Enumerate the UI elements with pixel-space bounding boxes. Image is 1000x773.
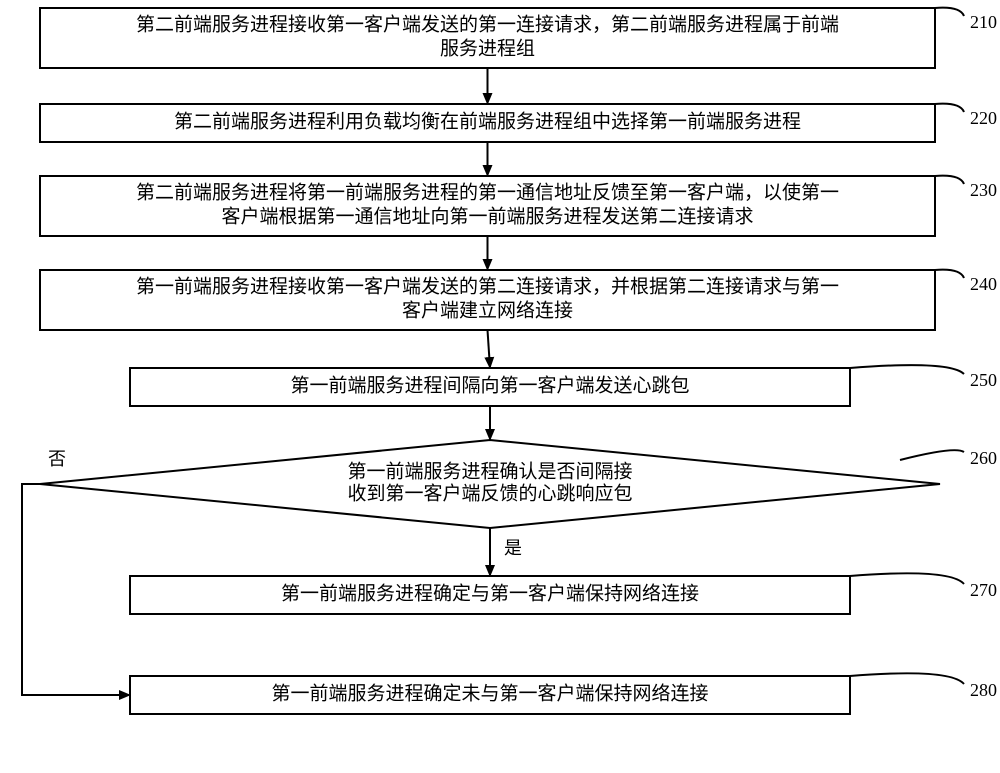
node-n260: 第一前端服务进程确认是否间隔接收到第一客户端反馈的心跳响应包 bbox=[40, 440, 940, 528]
node-text: 收到第一客户端反馈的心跳响应包 bbox=[347, 482, 632, 504]
callout-hook bbox=[850, 573, 964, 584]
flowchart-canvas: 第二前端服务进程接收第一客户端发送的第一连接请求，第二前端服务进程属于前端服务进… bbox=[0, 0, 1000, 773]
node-text: 第二前端服务进程将第一前端服务进程的第一通信地址反馈至第一客户端，以使第一 bbox=[136, 181, 839, 203]
node-n230: 第二前端服务进程将第一前端服务进程的第一通信地址反馈至第一客户端，以使第一客户端… bbox=[40, 176, 935, 236]
step-label-240: 240 bbox=[970, 274, 997, 294]
step-label-260: 260 bbox=[970, 448, 997, 468]
node-text: 第二前端服务进程接收第一客户端发送的第一连接请求，第二前端服务进程属于前端 bbox=[136, 13, 839, 35]
callout-hook bbox=[850, 365, 964, 374]
node-text: 第一前端服务进程接收第一客户端发送的第二连接请求，并根据第二连接请求与第一 bbox=[136, 275, 839, 297]
node-text: 客户端根据第一通信地址向第一前端服务进程发送第二连接请求 bbox=[221, 205, 753, 227]
edge-label: 是 bbox=[504, 538, 522, 558]
step-label-280: 280 bbox=[970, 680, 997, 700]
step-label-220: 220 bbox=[970, 108, 997, 128]
step-label-250: 250 bbox=[970, 370, 997, 390]
callout-hook bbox=[935, 104, 964, 112]
step-label-230: 230 bbox=[970, 180, 997, 200]
node-n250: 第一前端服务进程间隔向第一客户端发送心跳包 bbox=[130, 368, 850, 406]
node-text: 客户端建立网络连接 bbox=[402, 299, 573, 321]
node-text: 第一前端服务进程确定与第一客户端保持网络连接 bbox=[281, 582, 699, 604]
node-text: 第一前端服务进程间隔向第一客户端发送心跳包 bbox=[290, 374, 689, 396]
node-n210: 第二前端服务进程接收第一客户端发送的第一连接请求，第二前端服务进程属于前端服务进… bbox=[40, 8, 935, 68]
node-n220: 第二前端服务进程利用负载均衡在前端服务进程组中选择第一前端服务进程 bbox=[40, 104, 935, 142]
callout-hook bbox=[935, 176, 964, 184]
step-label-270: 270 bbox=[970, 580, 997, 600]
callout-hook bbox=[935, 270, 964, 278]
edge bbox=[488, 330, 491, 368]
callout-hook bbox=[900, 450, 964, 460]
edge-label: 否 bbox=[48, 449, 66, 469]
node-n270: 第一前端服务进程确定与第一客户端保持网络连接 bbox=[130, 576, 850, 614]
step-label-210: 210 bbox=[970, 12, 997, 32]
node-text: 服务进程组 bbox=[440, 37, 535, 59]
callout-hook bbox=[935, 8, 964, 16]
node-text: 第一前端服务进程确定未与第一客户端保持网络连接 bbox=[271, 682, 708, 704]
node-n240: 第一前端服务进程接收第一客户端发送的第二连接请求，并根据第二连接请求与第一客户端… bbox=[40, 270, 935, 330]
callout-hook bbox=[850, 673, 964, 684]
node-n280: 第一前端服务进程确定未与第一客户端保持网络连接 bbox=[130, 676, 850, 714]
edge bbox=[22, 484, 130, 695]
node-text: 第二前端服务进程利用负载均衡在前端服务进程组中选择第一前端服务进程 bbox=[174, 110, 801, 132]
node-text: 第一前端服务进程确认是否间隔接 bbox=[347, 460, 632, 482]
